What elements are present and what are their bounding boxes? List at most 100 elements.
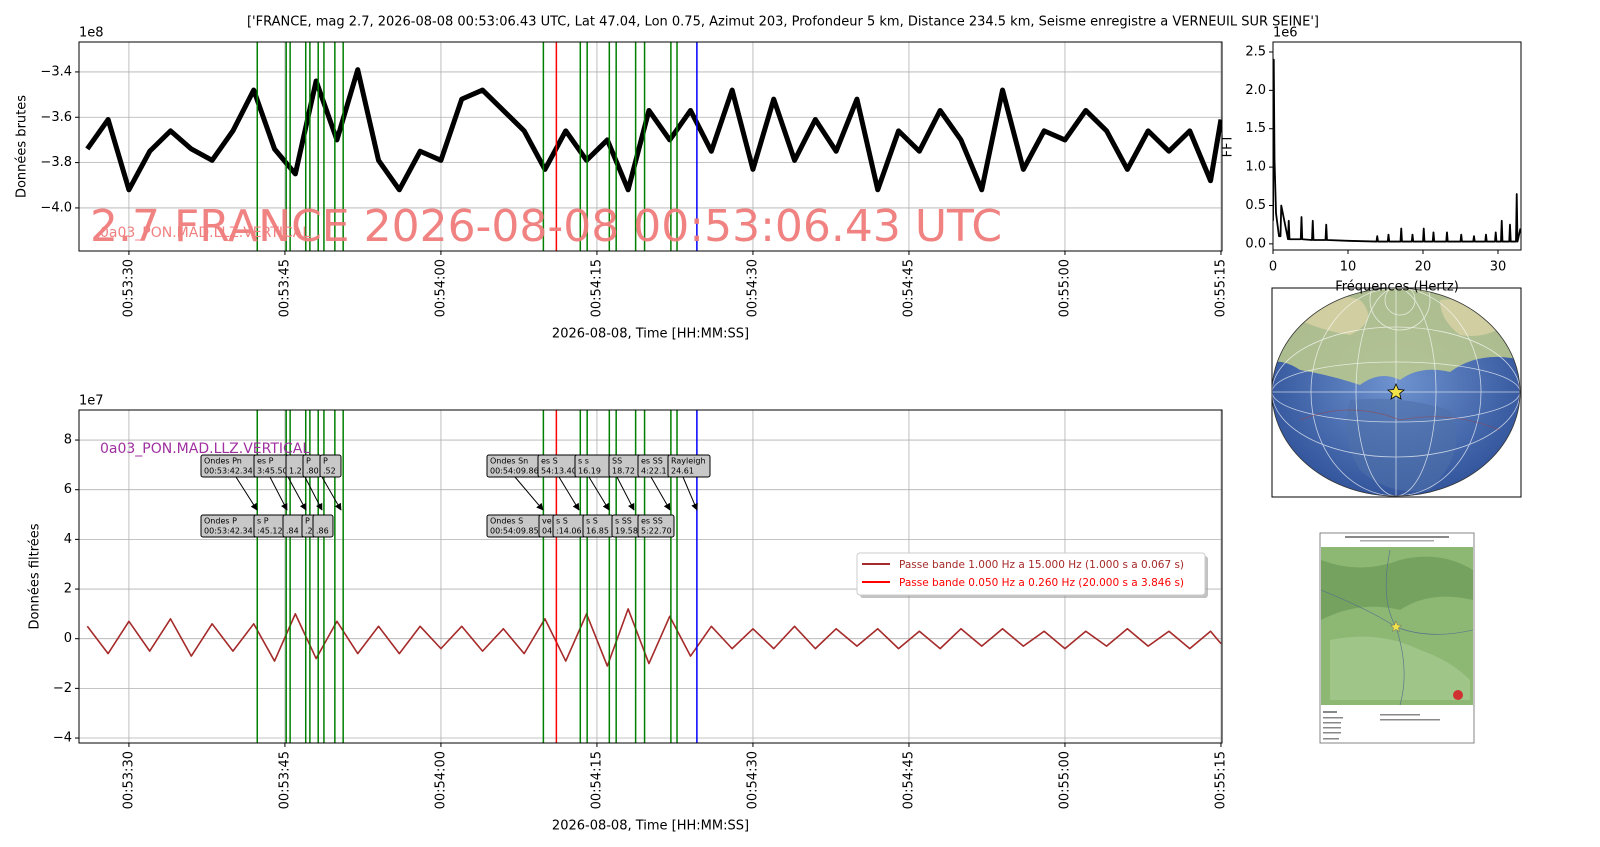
annotation-text: 18.72 <box>612 467 635 476</box>
annotation-text: P <box>306 457 311 466</box>
x-tick-label: 00:54:15 <box>589 259 604 317</box>
series-line <box>86 608 1222 667</box>
y-tick-label: 2.5 <box>1245 44 1266 59</box>
x-axis-label: 2026-08-08, Time [HH:MM:SS] <box>552 327 749 342</box>
annotation-arrow <box>588 476 610 511</box>
x-tick-label: 00:53:45 <box>277 751 292 809</box>
annotation-text: s S <box>556 517 568 526</box>
annotation-text: Ondes Sn <box>490 457 528 466</box>
y-tick-label: −3.8 <box>40 155 72 170</box>
annotation-text: es SS <box>641 517 663 526</box>
legend-box <box>856 552 1206 596</box>
overlay-text: 2.7 FRANCE 2026-08-08 00:53:06.43 UTC <box>90 201 1002 252</box>
legend-label: Passe bande 0.050 Hz a 0.260 Hz (20.000 … <box>899 577 1184 589</box>
annotation-text: .25 <box>305 527 318 536</box>
annotation-text: 16.85 <box>586 527 609 536</box>
annotation-arrow <box>304 476 323 511</box>
annotation-text: SS <box>612 457 622 466</box>
annotation-text: 00:53:42.34 <box>204 527 253 536</box>
series-line <box>1273 58 1521 243</box>
annotation-arrow <box>682 476 698 511</box>
y-tick-label: 2 <box>64 582 72 597</box>
annotation-text: 4:22.11 <box>641 467 672 476</box>
y-tick-label: 0.5 <box>1245 198 1266 213</box>
x-tick-label: 00:53:30 <box>121 259 136 317</box>
annotation-box <box>319 454 342 478</box>
annotation-text: 54:13.40 <box>541 467 577 476</box>
station-label: 0a03_PON.MAD.LLZ.VERTICAL <box>100 225 310 241</box>
legend-label: Passe bande 1.000 Hz a 15.000 Hz (1.000 … <box>899 559 1184 571</box>
annotation-text: 04 <box>542 527 552 536</box>
annotation-text: 3:45.50 <box>257 467 288 476</box>
annotation-text: 00:53:42.34 <box>204 467 253 476</box>
annotation-text: 00:54:09.86 <box>490 467 539 476</box>
x-tick-label: 00:54:00 <box>433 751 448 809</box>
x-tick-label: 00:54:45 <box>901 259 916 317</box>
y-tick-label: 6 <box>64 482 72 497</box>
annotation-text: :14.06 <box>556 527 582 536</box>
figure-title: ['FRANCE, mag 2.7, 2026-08-08 00:53:06.4… <box>247 15 1319 30</box>
y-tick-label: 8 <box>64 433 72 448</box>
x-tick-label: 0 <box>1269 260 1277 275</box>
annotation-text: 19.58 <box>615 527 638 536</box>
axes-frame <box>78 41 1223 252</box>
annotation-text: P <box>323 457 328 466</box>
y-tick-label: −2 <box>53 681 72 696</box>
x-tick-label: 00:55:00 <box>1057 259 1072 317</box>
annotation-text: 00:54:09.85 <box>490 527 539 536</box>
annotation-text: Ondes P <box>204 517 237 526</box>
x-axis-label: 2026-08-08, Time [HH:MM:SS] <box>552 819 749 834</box>
annotation-box <box>312 514 334 538</box>
annotation-text: .52 <box>323 467 336 476</box>
x-axis-label: Fréquences (Hertz) <box>1335 280 1459 295</box>
y-tick-label: −4 <box>53 731 72 746</box>
annotation-arrow <box>269 476 288 511</box>
annotation-text: 1.23 <box>289 467 307 476</box>
annotation-arrow <box>616 476 635 511</box>
annotation-text: 16.19 <box>578 467 601 476</box>
y-axis-label: Données filtrées <box>28 523 43 629</box>
annotation-box <box>667 454 711 478</box>
regional-map <box>1319 532 1475 744</box>
annotation-arrow <box>321 476 342 511</box>
x-tick-label: 00:54:00 <box>433 259 448 317</box>
annotation-text: es S <box>541 457 558 466</box>
globe-map <box>1271 287 1522 498</box>
x-tick-label: 00:54:30 <box>745 751 760 809</box>
offset-label: 1e6 <box>1273 26 1298 41</box>
series-line <box>85 67 1222 193</box>
x-tick-label: 00:53:45 <box>277 259 292 317</box>
x-tick-label: 00:55:15 <box>1213 751 1228 809</box>
annotation-text: ve <box>542 517 552 526</box>
offset-label: 1e8 <box>79 26 104 41</box>
y-axis-label: Données brutes <box>15 95 30 198</box>
annotation-text: s SS <box>615 517 632 526</box>
y-tick-label: 2.0 <box>1245 83 1266 98</box>
annotation-text: es P <box>257 457 274 466</box>
x-tick-label: 30 <box>1490 260 1507 275</box>
annotation-text: 5:22.70 <box>641 527 672 536</box>
annotation-text: Ondes Pn <box>204 457 242 466</box>
annotation-text: :45.12 <box>257 527 283 536</box>
x-tick-label: 00:54:30 <box>745 259 760 317</box>
y-tick-label: 4 <box>64 532 72 547</box>
y-tick-label: 0 <box>64 631 72 646</box>
y-tick-label: 1.5 <box>1245 121 1266 136</box>
y-tick-label: −3.4 <box>40 64 72 79</box>
annotation-text: .86 <box>316 527 329 536</box>
annotation-arrow <box>287 476 307 511</box>
annotation-arrow <box>650 476 671 511</box>
annotation-box <box>637 514 675 538</box>
offset-label: 1e7 <box>79 394 104 409</box>
annotation-text: s P <box>257 517 269 526</box>
x-tick-label: 00:55:00 <box>1057 751 1072 809</box>
x-tick-label: 10 <box>1340 260 1357 275</box>
y-tick-label: −3.6 <box>40 110 72 125</box>
annotation-text: .84 <box>286 527 299 536</box>
axes-frame <box>78 409 1223 744</box>
annotation-text: s S <box>586 517 598 526</box>
x-tick-label: 00:53:30 <box>121 751 136 809</box>
annotation-arrow <box>235 476 258 511</box>
